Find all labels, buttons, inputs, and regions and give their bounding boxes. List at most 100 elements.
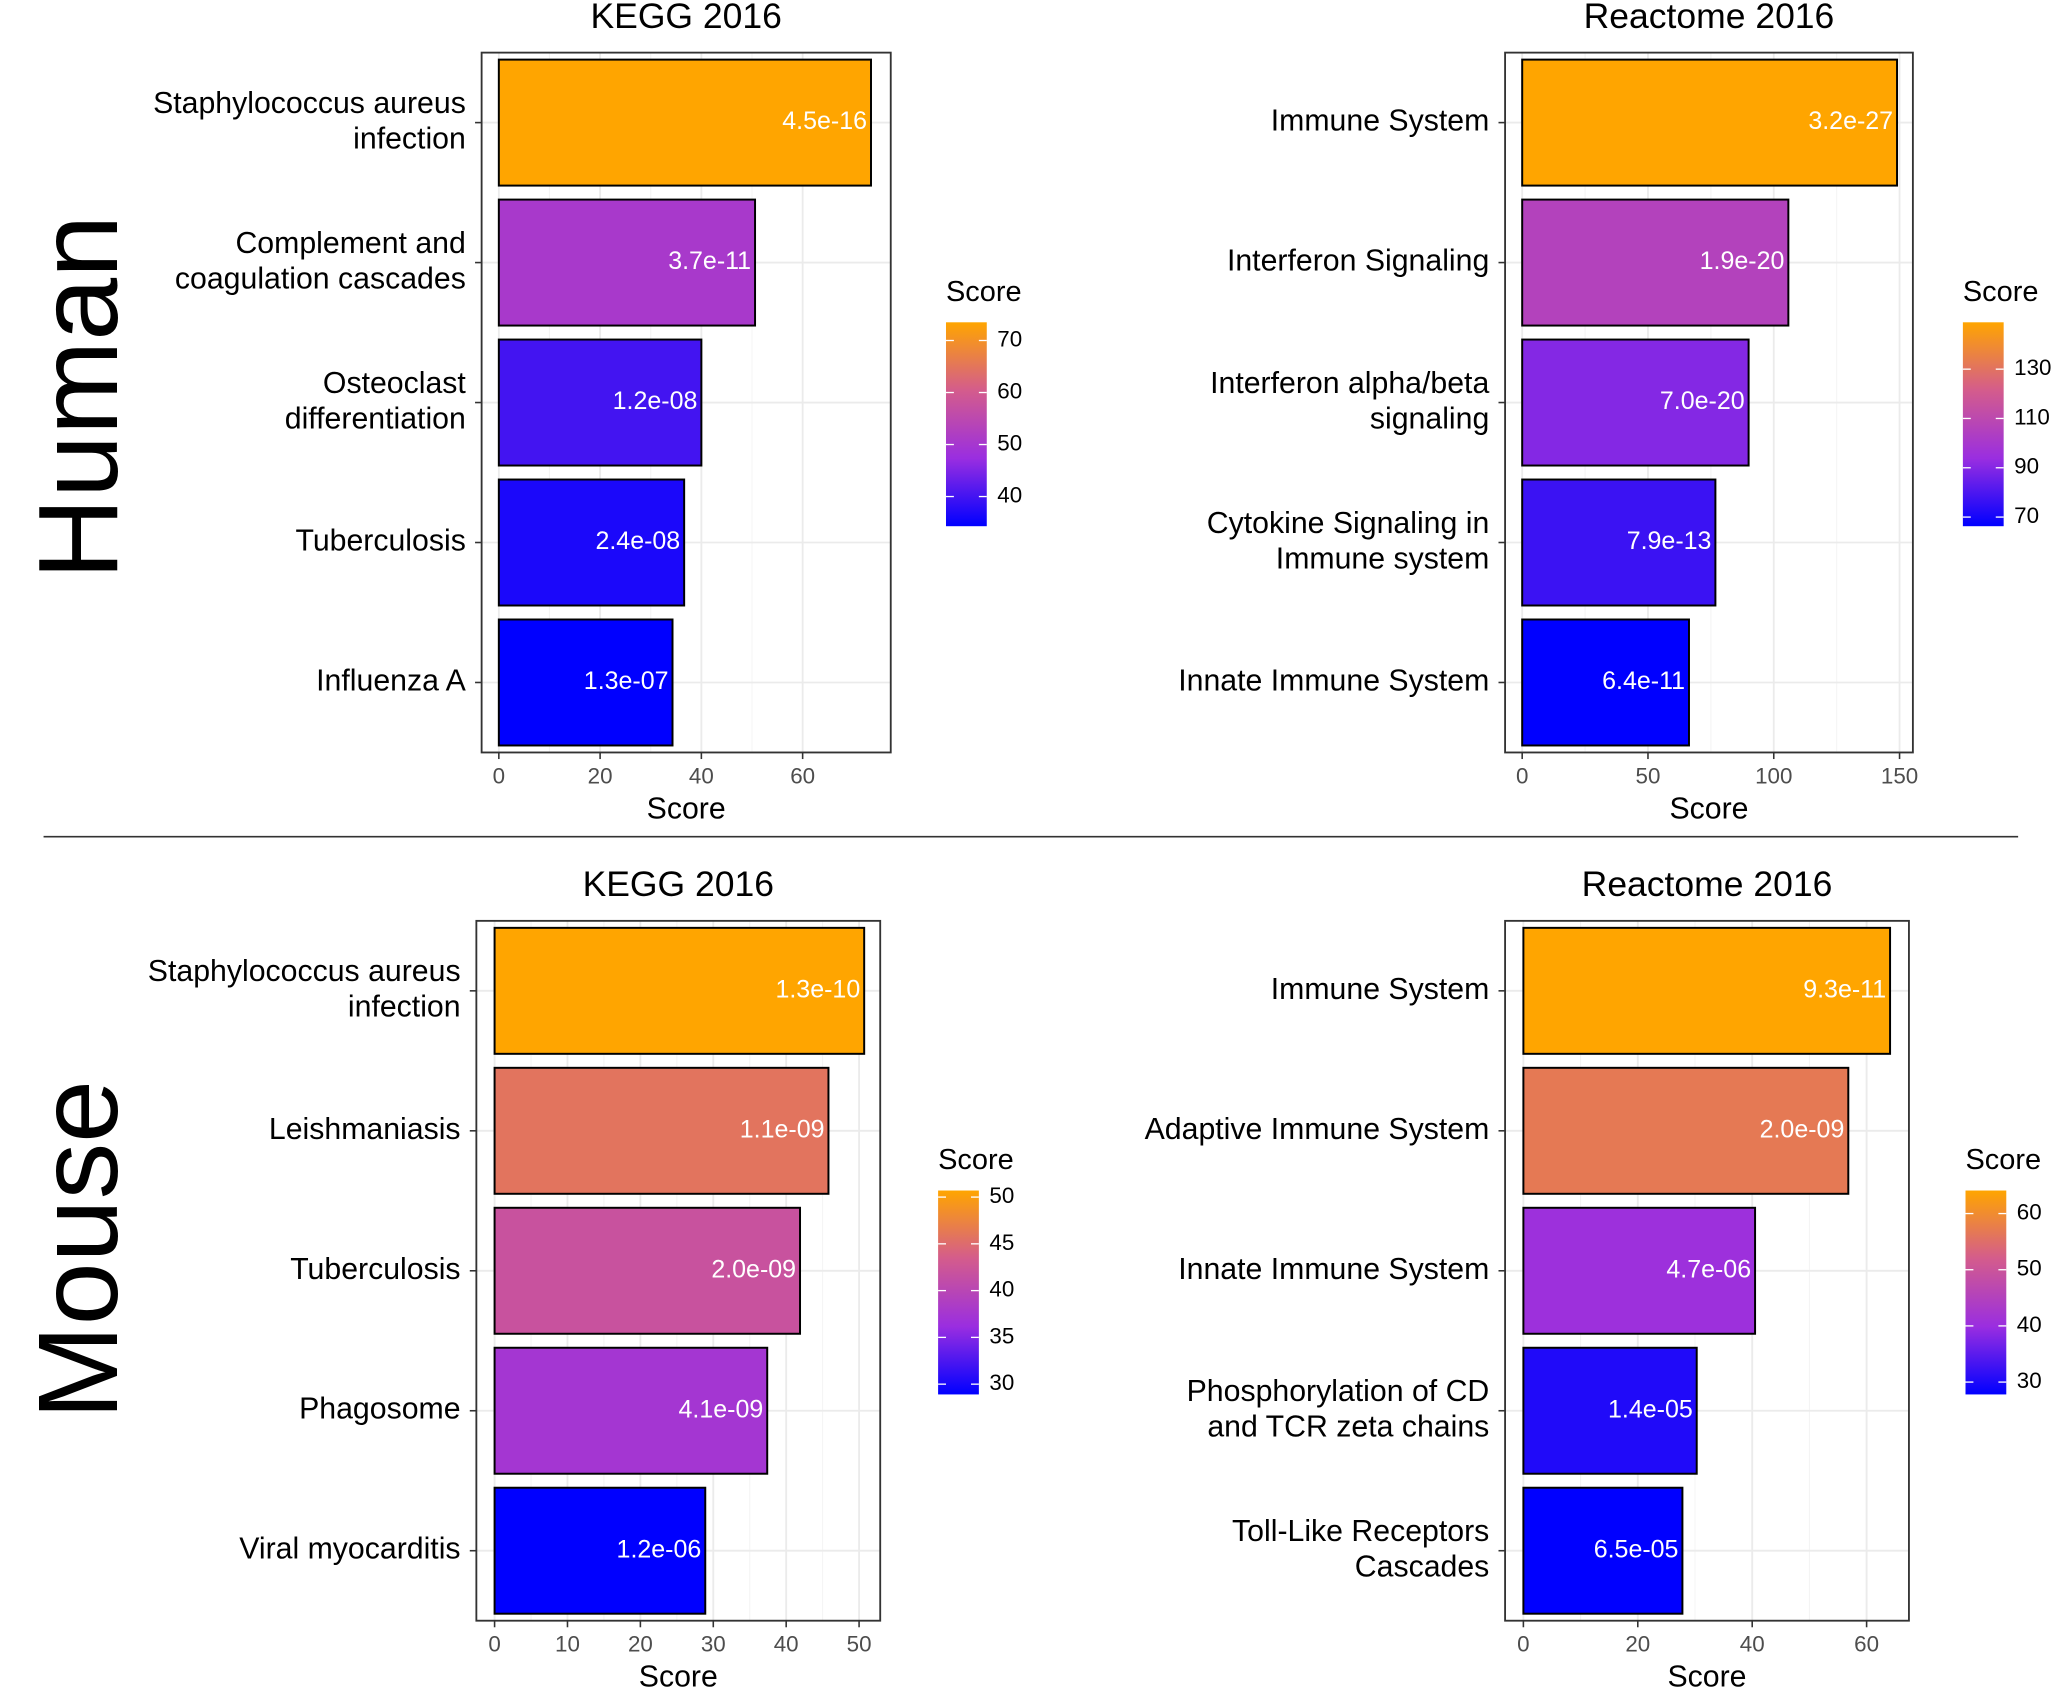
value-label: 2.0e-09 (711, 1255, 796, 1283)
legend-tick-label: 110 (2014, 404, 2050, 429)
bar (497, 338, 703, 467)
y-tick-label: Adaptive Immune System (1145, 1113, 1490, 1146)
value-label: 1.3e-07 (584, 667, 669, 695)
panel-border (1504, 51, 1914, 754)
bar (1522, 1486, 1684, 1615)
legend-tick-label: 45 (989, 1230, 1014, 1255)
x-tick-label: 60 (1854, 1632, 1879, 1657)
x-axis-label: Score (647, 792, 726, 825)
legend-tick-label: 30 (989, 1370, 1014, 1395)
bar (1522, 926, 1892, 1055)
x-tick-label: 30 (701, 1632, 726, 1657)
bar (497, 58, 872, 187)
y-tick-label: Complement and coagulation cascades (175, 227, 466, 296)
panel-border (1504, 919, 1910, 1622)
value-label: 7.0e-20 (1660, 387, 1745, 415)
y-tick-label: Osteoclast differentiation (285, 367, 467, 436)
bar (1522, 1066, 1850, 1195)
y-tick-label: Staphylococcus aureus infection (153, 87, 466, 156)
bar (493, 1206, 802, 1335)
y-tick-label: Viral myocarditis (239, 1533, 460, 1566)
value-label: 6.5e-05 (1594, 1535, 1679, 1563)
value-label: 7.9e-13 (1627, 527, 1712, 555)
legend-tick-label: 50 (2017, 1256, 2042, 1281)
bar (497, 478, 686, 607)
y-tick-label: Interferon Signaling (1227, 245, 1489, 278)
x-tick-label: 0 (488, 1632, 500, 1657)
x-tick-label: 60 (790, 763, 815, 788)
legend-tick-label: 90 (2014, 454, 2039, 479)
panel-border (480, 51, 892, 754)
value-label: 1.9e-20 (1700, 247, 1785, 275)
legend-tick-label: 35 (989, 1323, 1014, 1348)
row-label: Mouse (15, 1080, 141, 1420)
value-label: 4.5e-16 (782, 107, 867, 135)
value-label: 6.4e-11 (1602, 667, 1685, 695)
x-axis-label: Score (639, 1661, 718, 1694)
value-label: 2.4e-08 (595, 527, 680, 555)
bar (1521, 338, 1750, 467)
y-tick-label: Tuberculosis (290, 1253, 460, 1286)
legend-title: Score (1963, 276, 2039, 308)
y-tick-label: Cytokine Signaling in Immune system (1207, 507, 1490, 576)
x-tick-label: 20 (1625, 1632, 1650, 1657)
y-tick-label: Immune System (1271, 973, 1490, 1006)
x-tick-label: 40 (689, 763, 714, 788)
y-tick-label: Immune System (1271, 105, 1490, 138)
y-tick-label: Interferon alpha/beta signaling (1210, 367, 1489, 436)
bar (1522, 1206, 1757, 1335)
legend-tick-label: 70 (997, 326, 1022, 351)
bar (497, 198, 757, 327)
bar (493, 926, 866, 1055)
x-tick-label: 50 (847, 1632, 872, 1657)
y-tick-label: Innate Immune System (1178, 664, 1489, 697)
x-tick-label: 50 (1636, 763, 1661, 788)
x-tick-label: 150 (1881, 763, 1918, 788)
x-axis-label: Score (1667, 1661, 1746, 1694)
value-label: 4.7e-06 (1666, 1255, 1751, 1283)
value-label: 3.2e-27 (1808, 107, 1893, 135)
legend-tick-label: 60 (2017, 1199, 2042, 1224)
x-tick-label: 20 (588, 763, 613, 788)
bar (493, 1486, 707, 1615)
x-tick-label: 0 (493, 763, 505, 788)
y-tick-label: Leishmaniasis (269, 1113, 461, 1146)
value-label: 1.3e-10 (775, 975, 860, 1003)
legend-tick-label: 130 (2014, 355, 2051, 380)
bar (1521, 58, 1899, 187)
y-tick-label: Innate Immune System (1178, 1253, 1489, 1286)
value-label: 1.2e-08 (613, 387, 698, 415)
legend-tick-label: 40 (997, 482, 1022, 507)
legend-tick-label: 70 (2014, 503, 2039, 528)
bar (1521, 478, 1717, 607)
chart-title: KEGG 2016 (583, 864, 774, 904)
x-axis-label: Score (1669, 792, 1748, 825)
y-tick-label: Tuberculosis (295, 524, 465, 557)
value-label: 3.7e-11 (668, 247, 751, 275)
legend-colorbar (945, 322, 987, 527)
x-tick-label: 100 (1755, 763, 1792, 788)
x-tick-label: 0 (1516, 763, 1528, 788)
panel-border (475, 919, 882, 1622)
bar (1521, 618, 1690, 747)
bar (1522, 1346, 1698, 1475)
legend-tick-label: 40 (2017, 1312, 2042, 1337)
legend-title: Score (938, 1144, 1014, 1176)
row-label: Human (15, 215, 141, 580)
x-tick-label: 40 (774, 1632, 799, 1657)
legend-tick-label: 50 (989, 1183, 1014, 1208)
legend-title: Score (1966, 1144, 2042, 1176)
bar (493, 1066, 830, 1195)
x-tick-label: 10 (555, 1632, 580, 1657)
legend-colorbar (1962, 322, 2004, 527)
x-tick-label: 20 (628, 1632, 653, 1657)
x-tick-label: 0 (1517, 1632, 1529, 1657)
y-tick-label: Phagosome (299, 1393, 460, 1426)
y-tick-label: Phosphorylation of CD and TCR zeta chains (1187, 1375, 1490, 1444)
value-label: 1.1e-09 (740, 1115, 825, 1143)
y-tick-label: Staphylococcus aureus infection (148, 955, 461, 1024)
value-label: 4.1e-09 (679, 1395, 764, 1423)
value-label: 9.3e-11 (1803, 975, 1886, 1003)
value-label: 1.2e-06 (617, 1535, 702, 1563)
